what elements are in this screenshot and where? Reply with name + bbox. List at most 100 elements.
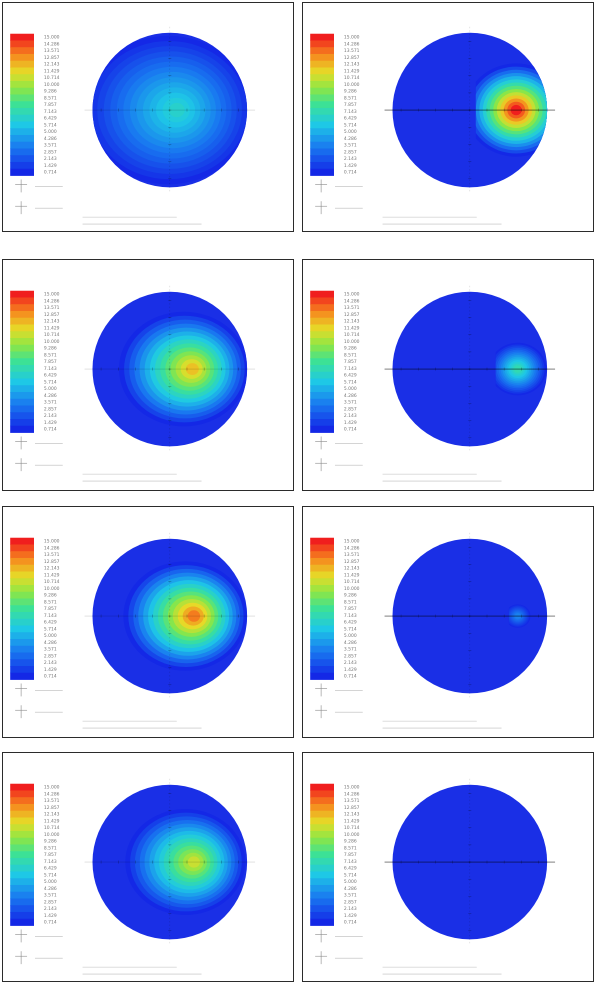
- legend-swatch: [310, 371, 334, 379]
- legend-label: 10.000: [344, 82, 360, 88]
- legend-swatch: [310, 803, 334, 812]
- legend-swatch: [310, 297, 334, 305]
- legend-label: 10.000: [44, 832, 60, 838]
- plot-axes: [384, 26, 556, 194]
- legend: 15.00014.28613.57112.85712.14311.42910.7…: [10, 33, 60, 176]
- legend-swatch: [310, 790, 334, 798]
- legend-label: 6.429: [344, 620, 357, 626]
- legend-swatch: [310, 87, 334, 95]
- legend-swatch: [310, 310, 334, 319]
- legend-swatch: [10, 337, 34, 346]
- legend-swatch: [10, 114, 34, 122]
- legend-label: 14.286: [344, 545, 360, 551]
- legend-label: 8.571: [44, 95, 57, 101]
- contour-plot-panel: 15.000 14.286 13.571 12.857 12.143 11.429 10.7…: [302, 752, 594, 982]
- legend-swatch: [10, 598, 34, 606]
- legend-label: 0.714: [44, 920, 57, 926]
- legend-label: 5.714: [344, 122, 357, 128]
- legend-swatch: [310, 331, 334, 339]
- legend-label: 15.000: [44, 35, 60, 41]
- legend-swatch: [10, 837, 34, 845]
- legend-swatch: [310, 625, 334, 633]
- axes-triad-icon: [15, 436, 63, 472]
- contour-plot-panel: 15.000 14.286 13.571 12.857 12.143 11.429 10.7…: [2, 506, 294, 738]
- legend-label: 0.714: [44, 170, 57, 176]
- legend-label: 12.143: [344, 62, 360, 68]
- plot-axes: [384, 285, 556, 453]
- contour-layers: [92, 35, 248, 185]
- legend-label: 1.429: [344, 163, 357, 169]
- legend-label: 15.000: [344, 292, 360, 298]
- legend-label: 4.286: [344, 393, 357, 399]
- legend-swatch: [310, 358, 334, 366]
- legend-swatch: [10, 584, 34, 593]
- legend-label: 13.571: [344, 552, 360, 558]
- legend-swatch: [10, 898, 34, 906]
- legend-swatch: [10, 665, 34, 674]
- contour-plot: 15.00014.28613.57112.85712.14311.42910.7…: [310, 532, 556, 729]
- legend-label: 7.143: [44, 366, 57, 372]
- legend-label: 4.286: [44, 640, 57, 646]
- legend-label: 13.571: [344, 798, 360, 804]
- legend-swatch: [310, 94, 334, 102]
- legend-swatch: [10, 317, 34, 325]
- legend-swatch: [10, 155, 34, 163]
- axes-triad-icon: [315, 683, 363, 719]
- legend-label: 11.429: [44, 325, 60, 331]
- legend-swatch: [10, 148, 34, 156]
- legend-label: 13.571: [344, 48, 360, 54]
- plot-axes: [384, 778, 556, 946]
- legend-swatch: [310, 584, 334, 593]
- legend-label: 1.429: [344, 913, 357, 919]
- contour-plot: 15.00014.28613.57112.85712.14311.42910.7…: [10, 778, 256, 975]
- legend-label: 2.857: [44, 406, 57, 412]
- contour-layers: [125, 809, 246, 916]
- legend-label: 9.286: [44, 593, 57, 599]
- legend-label: 14.286: [44, 545, 60, 551]
- legend-label: 7.857: [344, 606, 357, 612]
- legend-label: 5.714: [344, 626, 357, 632]
- legend-label: 6.429: [344, 866, 357, 872]
- legend-label: 7.857: [344, 102, 357, 108]
- legend-swatch: [10, 797, 34, 805]
- legend-swatch: [310, 659, 334, 667]
- legend-swatch: [310, 53, 334, 62]
- legend-swatch: [310, 638, 334, 647]
- legend-swatch: [10, 645, 34, 653]
- legend-swatch: [10, 605, 34, 613]
- legend-swatch: [10, 74, 34, 82]
- legend-label: 12.143: [344, 812, 360, 818]
- legend-label: 12.143: [44, 812, 60, 818]
- legend-swatch: [10, 304, 34, 312]
- legend-swatch: [10, 551, 34, 559]
- legend-swatch: [310, 844, 334, 852]
- legend-label: 13.571: [44, 48, 60, 54]
- legend-label: 2.143: [344, 156, 357, 162]
- legend-label: 12.857: [344, 805, 360, 811]
- legend-label: 5.000: [344, 633, 357, 639]
- legend-swatch: [310, 884, 334, 893]
- legend-swatch: [310, 551, 334, 559]
- legend-swatch: [10, 67, 34, 75]
- legend-swatch: [310, 418, 334, 427]
- legend-label: 7.857: [344, 359, 357, 365]
- legend-swatch: [10, 358, 34, 366]
- legend-swatch: [10, 591, 34, 599]
- legend-swatch: [10, 405, 34, 413]
- legend-label: 11.429: [344, 325, 360, 331]
- legend: 15.00014.28613.57112.85712.14311.42910.7…: [10, 290, 60, 433]
- legend-swatch: [310, 578, 334, 586]
- contour-plot-panel: 15.000 14.286 13.571 12.857 12.143 11.429 10.7…: [302, 506, 594, 738]
- legend-label: 12.143: [44, 62, 60, 68]
- legend-swatch: [10, 47, 34, 55]
- legend-swatch: [10, 344, 34, 352]
- legend-label: 5.000: [44, 386, 57, 392]
- legend-label: 1.429: [344, 420, 357, 426]
- legend-swatch: [310, 114, 334, 122]
- legend-swatch: [310, 378, 334, 386]
- legend-label: 5.000: [344, 879, 357, 885]
- legend-swatch: [10, 425, 34, 433]
- contour-layers: [118, 311, 248, 427]
- legend-label: 14.286: [344, 791, 360, 797]
- legend-swatch: [10, 824, 34, 832]
